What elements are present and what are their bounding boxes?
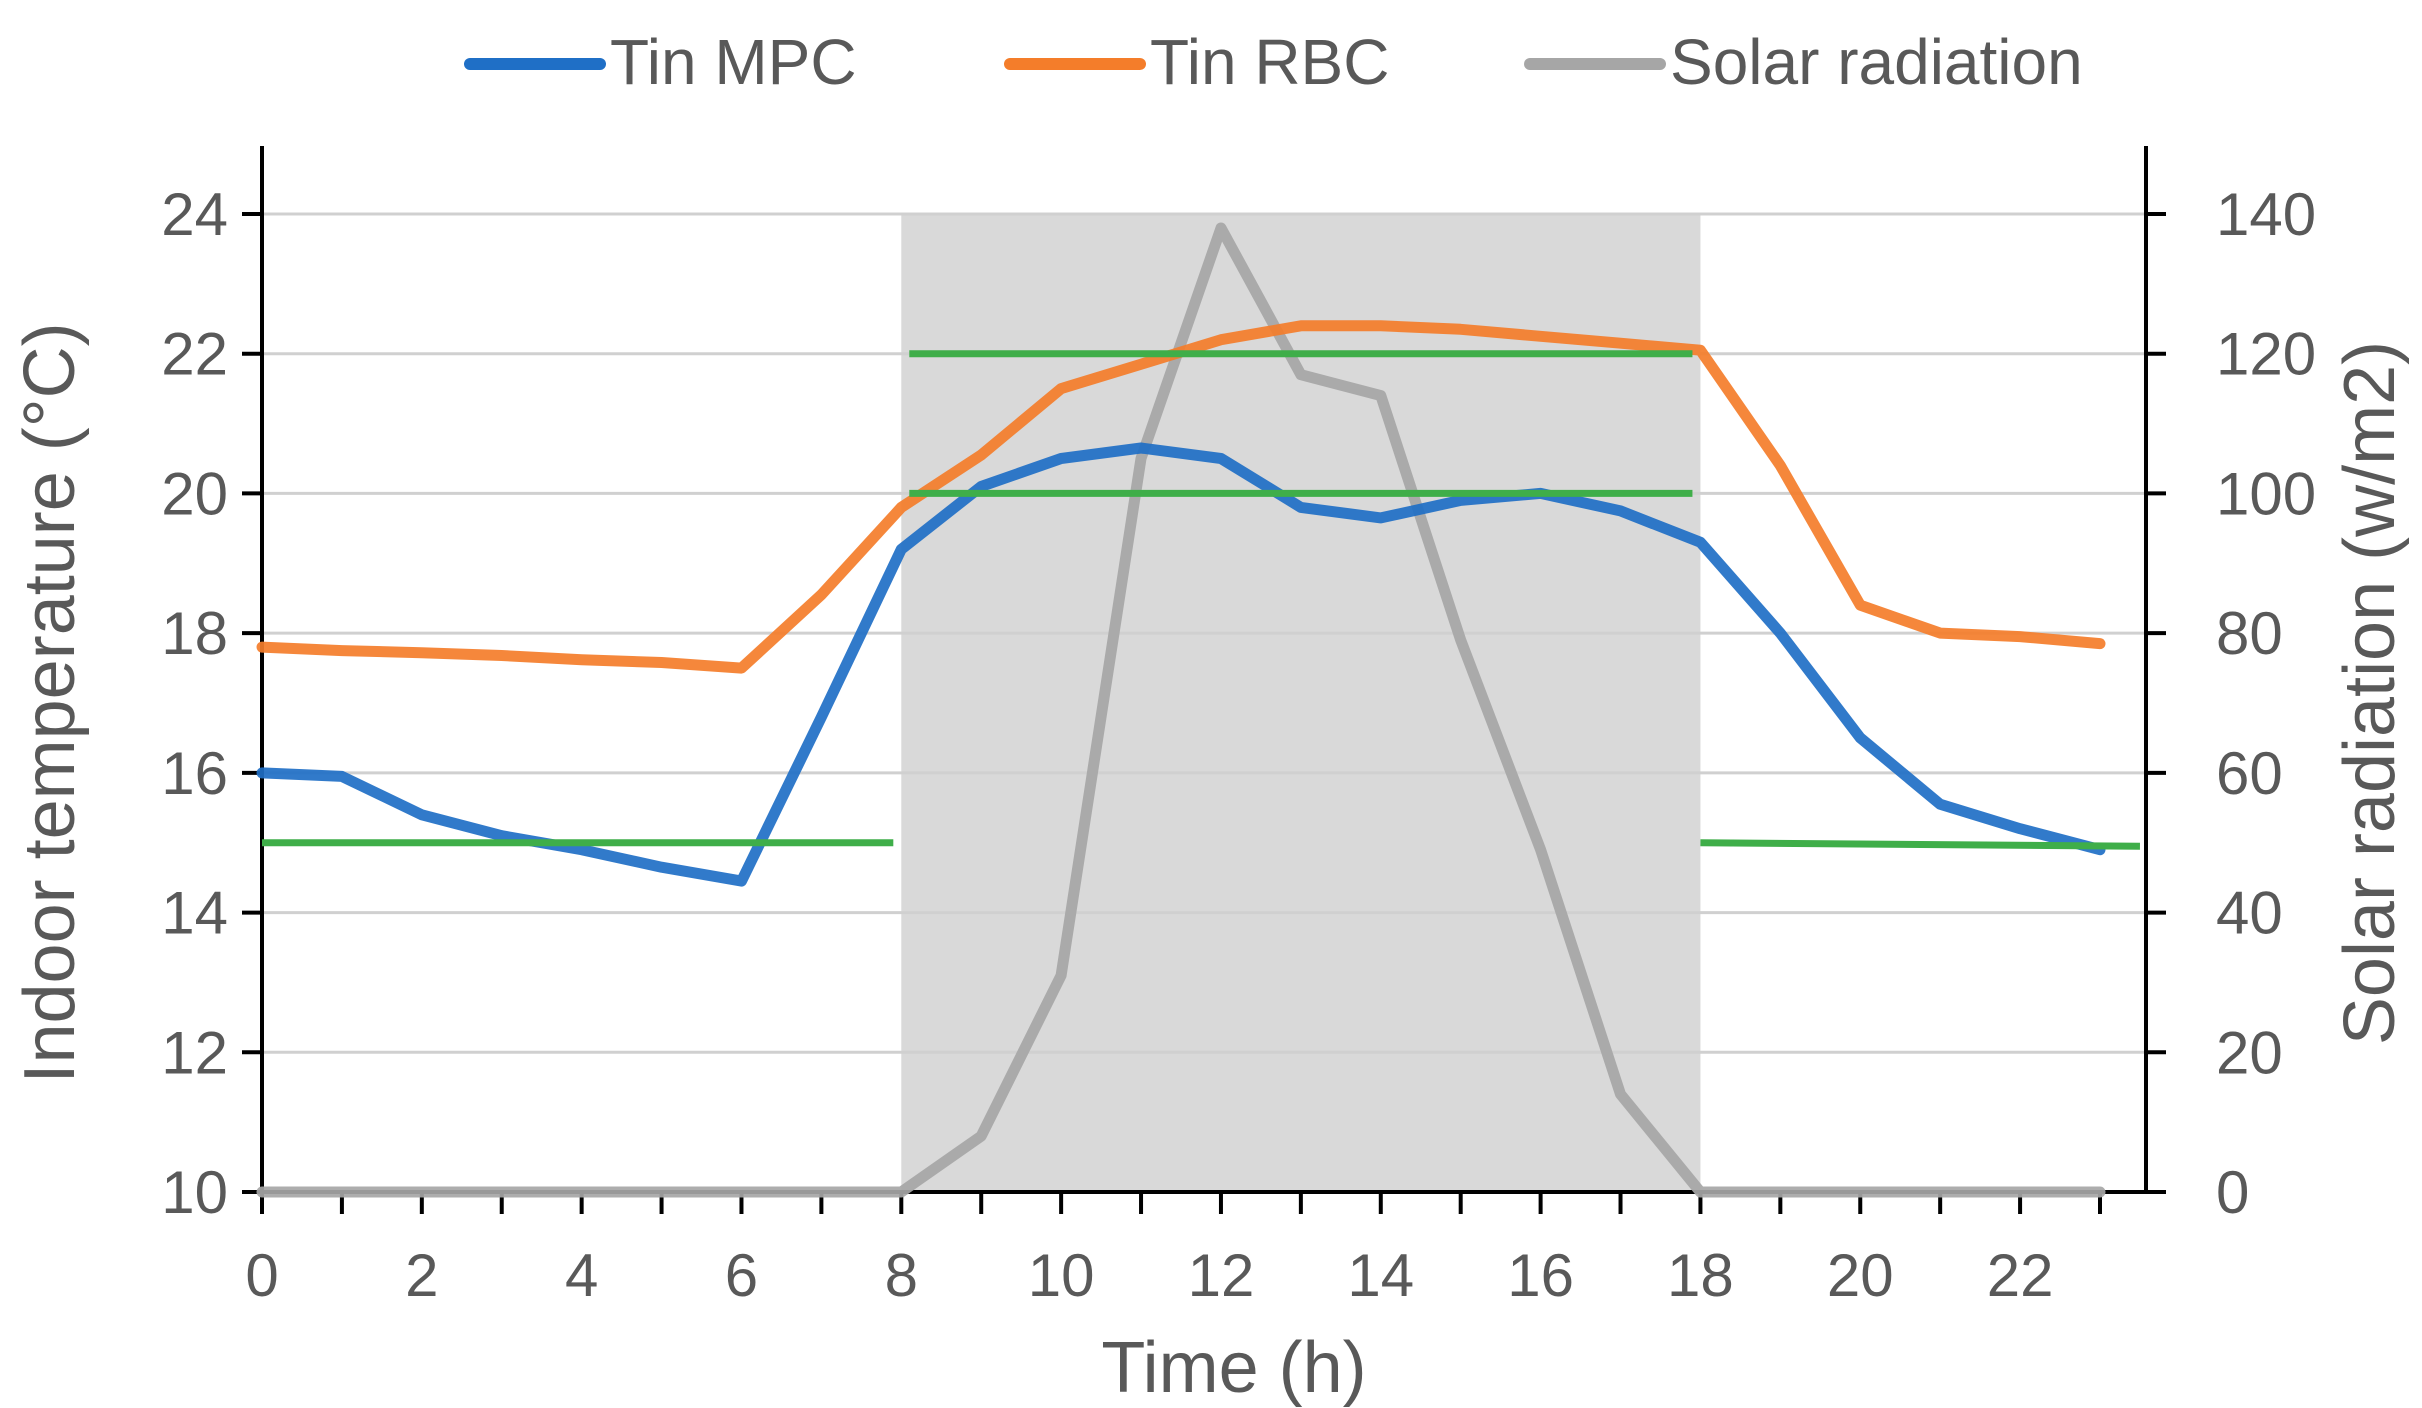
y-right-tick-label: 20 [2216,1019,2283,1086]
x-tick-label: 10 [1028,1242,1095,1309]
y-left-tick-label: 22 [161,321,228,388]
setpoint-layer [262,350,2140,850]
y-left-tick-label: 20 [161,460,228,527]
series-line-solar-radiation [256,222,2106,1198]
y-left-tick-label: 16 [161,740,228,807]
y-right-tick-label: 40 [2216,880,2283,947]
y-right-tick-label: 60 [2216,740,2283,807]
x-tick-label: 4 [565,1242,598,1309]
x-tick-label: 18 [1667,1242,1734,1309]
x-tick-label: 22 [1987,1242,2054,1309]
y-right-tick-label: 100 [2216,460,2316,527]
setpoint-line-4 [1700,839,2140,850]
legend: Tin MPC Tin RBC Solar radiation [464,26,2083,98]
y-right-tick-label: 140 [2216,181,2316,248]
legend-label: Solar radiation [1670,26,2083,98]
y-right-tick-label: 120 [2216,321,2316,388]
x-tick-label: 14 [1347,1242,1414,1309]
x-tick-label: 8 [885,1242,918,1309]
y-right-tick-label: 0 [2216,1159,2249,1226]
y-left-tick-label: 24 [161,181,228,248]
y-left-tick-label: 12 [161,1019,228,1086]
y-axis-left-title: Indoor temperature (°C) [10,322,90,1083]
legend-label: Tin RBC [1150,26,1389,98]
y-left-tick-label: 18 [161,600,228,667]
y-left-tick-label: 14 [161,880,228,947]
series-line-tin-mpc [256,442,2106,887]
x-tick-label: 16 [1507,1242,1574,1309]
x-tick-label: 20 [1827,1242,1894,1309]
x-tick-label: 12 [1188,1242,1255,1309]
x-tick-label: 0 [245,1242,278,1309]
x-tick-label: 6 [725,1242,758,1309]
y-right-tick-label: 80 [2216,600,2283,667]
x-tick-label: 2 [405,1242,438,1309]
x-axis-title: Time (h) [1101,1328,1366,1408]
y-axis-right-title: Solar radiation (w/m2) [2330,341,2410,1045]
y-left-tick-label: 10 [161,1159,228,1226]
legend-label: Tin MPC [610,26,857,98]
